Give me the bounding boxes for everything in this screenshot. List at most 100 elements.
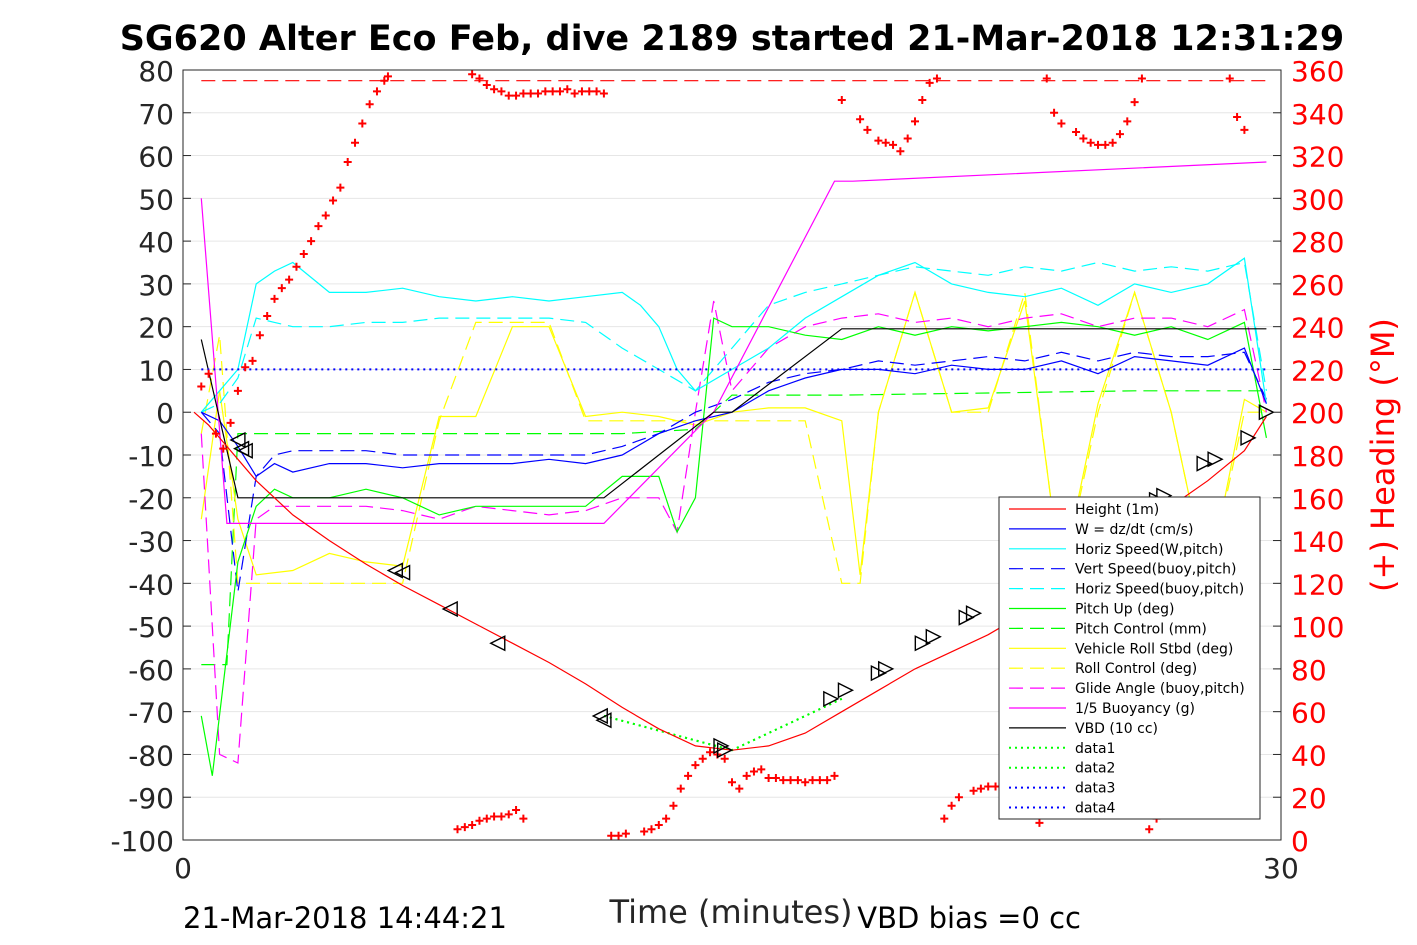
heading-point xyxy=(856,115,865,124)
heading-point xyxy=(241,363,250,372)
heading-point xyxy=(453,825,462,834)
y2-tick-label: 80 xyxy=(1291,654,1327,687)
heading-point xyxy=(1130,98,1139,107)
triangle-marker xyxy=(595,712,612,729)
triangle-marker xyxy=(878,660,895,678)
heading-point xyxy=(889,140,898,149)
heading-point xyxy=(801,778,810,787)
legend-label: data3 xyxy=(1075,781,1115,797)
y-tick-label: -80 xyxy=(128,739,174,772)
legend: Height (1m) W = dz/dt (cm/s) Horiz Speed(W… xyxy=(998,496,1261,820)
series-layer xyxy=(193,80,1267,776)
heading-point xyxy=(255,331,264,340)
heading-point xyxy=(764,773,773,782)
x-tick-label: 30 xyxy=(1263,852,1299,885)
heading-point xyxy=(563,85,572,94)
triangle-marker xyxy=(925,628,942,645)
heading-point xyxy=(475,74,484,83)
heading-point xyxy=(1035,818,1044,827)
heading-point xyxy=(749,767,758,776)
heading-point xyxy=(270,294,279,303)
triangle-marker xyxy=(914,635,931,652)
heading-point xyxy=(570,89,579,98)
heading-point xyxy=(676,784,685,793)
x-tick-label: 0 xyxy=(174,852,192,885)
heading-point xyxy=(1042,74,1051,83)
heading-point xyxy=(512,806,521,815)
heading-point xyxy=(497,812,506,821)
heading-point xyxy=(706,748,715,757)
y2-tick-label: 140 xyxy=(1291,526,1344,559)
heading-point xyxy=(519,89,528,98)
heading-point xyxy=(343,157,352,166)
heading-point xyxy=(607,831,616,840)
legend-label: Horiz Speed(W,pitch) xyxy=(1075,542,1223,558)
heading-point xyxy=(976,784,985,793)
heading-point xyxy=(475,816,484,825)
heading-point xyxy=(640,827,649,836)
heading-point xyxy=(482,814,491,823)
heading-point xyxy=(1057,119,1066,128)
y-tick-label: 60 xyxy=(138,141,174,174)
y2-tick-label: 0 xyxy=(1291,825,1309,858)
legend-label: data4 xyxy=(1075,801,1116,817)
heading-point xyxy=(984,782,993,791)
y2-tick-label: 20 xyxy=(1291,782,1327,815)
y-tick-label: 50 xyxy=(138,183,174,216)
heading-point xyxy=(808,776,817,785)
triangle-marker xyxy=(441,600,458,618)
legend-box xyxy=(998,496,1261,820)
series-line-3 xyxy=(200,351,1267,592)
heading-point xyxy=(599,89,608,98)
y-tick-label: 70 xyxy=(138,98,174,131)
y2-tick-label: 200 xyxy=(1291,397,1344,430)
heading-point xyxy=(534,89,543,98)
heading-point xyxy=(372,87,381,96)
triangle-marker xyxy=(229,431,246,449)
heading-point xyxy=(662,814,671,823)
heading-point xyxy=(691,761,700,770)
heading-point xyxy=(669,801,678,810)
heading-point xyxy=(1101,140,1110,149)
heading-point xyxy=(779,776,788,785)
y2-tick-label: 60 xyxy=(1291,697,1327,730)
triangle-marker xyxy=(386,562,403,579)
heading-point xyxy=(654,821,663,830)
triangle-marker xyxy=(713,737,730,755)
y-tick-label: -90 xyxy=(128,782,174,815)
heading-point xyxy=(698,754,707,763)
triangle-marker xyxy=(591,707,608,725)
y2-tick-label: 360 xyxy=(1291,55,1344,88)
heading-point xyxy=(365,100,374,109)
series-line-8 xyxy=(200,290,1267,584)
y2-tick-label: 160 xyxy=(1291,483,1344,516)
heading-point xyxy=(307,237,316,246)
heading-point xyxy=(285,275,294,284)
heading-point xyxy=(336,183,345,192)
heading-point xyxy=(969,786,978,795)
heading-point xyxy=(314,222,323,231)
legend-label: W = dz/dt (cm/s) xyxy=(1075,522,1194,538)
heading-point xyxy=(911,117,919,126)
heading-point xyxy=(383,72,392,81)
heading-point xyxy=(771,773,780,782)
heading-point xyxy=(830,771,839,780)
heading-point xyxy=(490,812,499,821)
heading-point xyxy=(874,136,883,145)
legend-label: VBD (10 cc) xyxy=(1075,721,1158,737)
heading-point xyxy=(903,134,912,143)
right-y-axis: 3603403203002802602402202001801601401201… xyxy=(1273,55,1344,858)
heading-point xyxy=(219,444,228,453)
legend-label: Glide Angle (buoy,pitch) xyxy=(1075,681,1245,697)
heading-point xyxy=(329,196,338,205)
y2-tick-label: 260 xyxy=(1291,269,1344,302)
heading-point xyxy=(277,284,286,293)
heading-point xyxy=(786,776,795,785)
heading-point xyxy=(793,776,802,785)
heading-point xyxy=(548,87,557,96)
heading-point xyxy=(292,262,301,271)
heading-point xyxy=(299,249,308,258)
heading-point xyxy=(358,119,367,128)
y-tick-label: -20 xyxy=(128,483,174,516)
heading-point xyxy=(621,829,630,838)
